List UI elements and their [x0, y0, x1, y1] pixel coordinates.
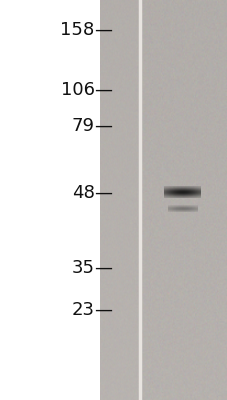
Text: 106: 106	[60, 81, 94, 99]
Text: 23: 23	[71, 301, 94, 319]
Text: —: —	[93, 21, 111, 39]
Text: —: —	[93, 184, 111, 202]
Text: 79: 79	[71, 117, 94, 135]
Text: —: —	[93, 301, 111, 319]
Text: —: —	[93, 259, 111, 277]
Text: 158: 158	[60, 21, 94, 39]
Text: —: —	[93, 81, 111, 99]
Text: 48: 48	[72, 184, 94, 202]
Text: 35: 35	[71, 259, 94, 277]
Text: —: —	[93, 117, 111, 135]
